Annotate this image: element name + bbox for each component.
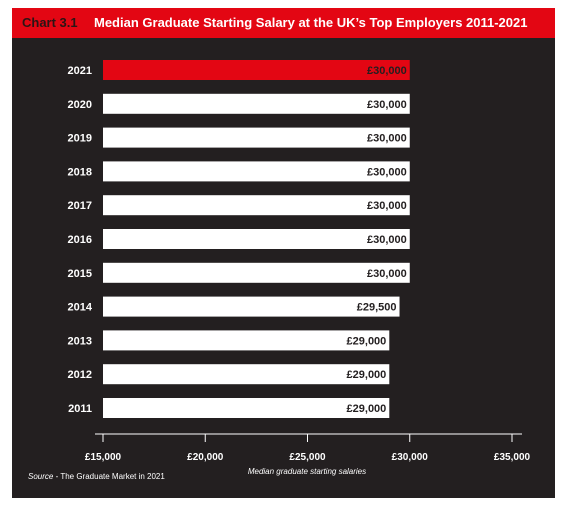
year-label-2012: 2012 <box>68 369 92 381</box>
value-label-2017: £30,000 <box>367 200 407 212</box>
year-label-2021: 2021 <box>68 65 92 77</box>
value-label-2019: £30,000 <box>367 133 407 145</box>
value-label-2011: £29,000 <box>347 403 387 415</box>
x-axis-title: Median graduate starting salaries <box>248 467 366 476</box>
source-prefix: Source <box>28 472 54 481</box>
year-label-2019: 2019 <box>68 133 92 145</box>
year-label-2014: 2014 <box>68 302 93 314</box>
bar-2020 <box>103 93 410 114</box>
x-tick-label-35000: £35,000 <box>494 452 531 463</box>
x-tick-label-20000: £20,000 <box>187 452 224 463</box>
year-label-2016: 2016 <box>68 234 92 246</box>
bar-2019 <box>103 127 410 148</box>
year-label-2013: 2013 <box>68 335 92 347</box>
chart-title-bar: Chart 3.1 Median Graduate Starting Salar… <box>12 8 555 38</box>
chart-number-label: Chart 3.1 <box>22 15 78 30</box>
bar-2011 <box>103 398 390 418</box>
bar-2013 <box>103 330 390 351</box>
value-label-2016: £30,000 <box>367 234 407 246</box>
value-label-2020: £30,000 <box>367 99 407 111</box>
chart-source: Source - The Graduate Market in 2021 <box>28 472 165 481</box>
x-tick-label-30000: £30,000 <box>392 452 429 463</box>
value-label-2013: £29,000 <box>347 335 387 347</box>
source-text: - The Graduate Market in 2021 <box>53 472 165 481</box>
value-label-2018: £30,000 <box>367 166 407 178</box>
x-tick-label-15000: £15,000 <box>85 452 122 463</box>
bar-2017 <box>103 195 410 216</box>
value-label-2012: £29,000 <box>347 369 387 381</box>
x-tick-label-25000: £25,000 <box>289 452 326 463</box>
bar-2016 <box>103 229 410 249</box>
year-label-2020: 2020 <box>68 99 92 111</box>
bar-2012 <box>103 364 390 385</box>
value-label-2015: £30,000 <box>367 268 407 280</box>
bar-2015 <box>103 262 410 283</box>
year-label-2017: 2017 <box>68 200 92 212</box>
value-label-2021: £30,000 <box>367 65 407 77</box>
year-label-2018: 2018 <box>68 166 92 178</box>
bar-2014 <box>103 296 400 317</box>
chart-title: Median Graduate Starting Salary at the U… <box>94 15 528 30</box>
year-label-2015: 2015 <box>68 268 92 280</box>
bar-2018 <box>103 161 410 182</box>
year-label-2011: 2011 <box>68 403 92 415</box>
value-label-2014: £29,500 <box>357 302 397 314</box>
bar-2021 <box>103 60 410 80</box>
